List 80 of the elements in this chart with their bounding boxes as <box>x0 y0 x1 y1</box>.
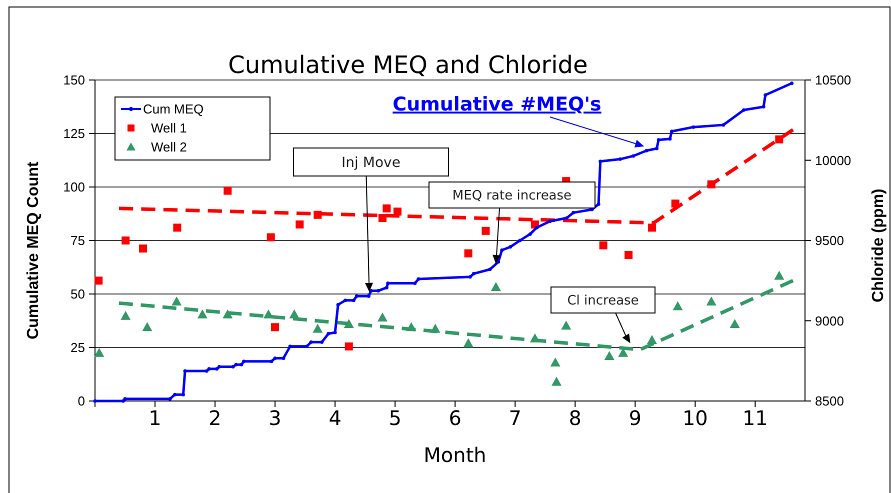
point <box>382 204 391 212</box>
point <box>378 214 386 222</box>
point <box>377 312 388 322</box>
point <box>266 233 275 242</box>
x-tick-label: 8 <box>568 406 582 430</box>
point <box>672 301 683 310</box>
point <box>222 309 233 318</box>
point <box>490 282 501 292</box>
point <box>120 310 131 320</box>
x-tick-label: 5 <box>388 406 402 430</box>
point <box>344 318 354 328</box>
x-tick-label: 4 <box>328 406 342 430</box>
y2-axis-title: Chloride (ppm) <box>870 188 887 302</box>
point <box>463 338 474 348</box>
point <box>706 296 716 306</box>
point <box>94 276 103 285</box>
point <box>142 322 152 332</box>
legend-label: Well 2 <box>151 140 187 155</box>
point <box>730 318 740 328</box>
point <box>599 241 608 250</box>
x-tick-label: 1 <box>148 406 162 430</box>
y-tick-label: 100 <box>63 180 85 195</box>
y-tick-label: 50 <box>70 286 85 302</box>
y-tick-label: 150 <box>63 72 85 88</box>
point <box>393 208 402 216</box>
annotation: MEQ rate increase <box>452 188 572 204</box>
point <box>122 236 130 244</box>
point <box>482 226 490 235</box>
x-tick-label: 9 <box>628 406 642 430</box>
point <box>707 180 716 188</box>
x-tick-label: 10 <box>682 406 708 430</box>
y-tick-label: 0 <box>78 394 85 409</box>
point <box>172 296 182 306</box>
legend-label: Well 1 <box>151 120 187 136</box>
point <box>173 224 182 232</box>
point <box>314 210 322 219</box>
x-tick-label: 3 <box>268 406 282 430</box>
x-tick-label: 7 <box>508 406 522 430</box>
point <box>552 376 562 386</box>
y-axis-title: Cumulative MEQ Count <box>25 160 42 340</box>
x-tick-label: 6 <box>448 406 462 430</box>
point <box>624 250 633 259</box>
point <box>775 135 784 144</box>
point <box>464 249 472 258</box>
y2-tick-label: 9000 <box>815 313 844 328</box>
point <box>312 324 323 333</box>
y2-tick-label: 9500 <box>815 233 844 248</box>
point <box>94 348 104 357</box>
y-tick-label: 25 <box>70 340 85 356</box>
y2-tick-label: 10000 <box>815 152 852 168</box>
annotation: Cumulative #MEQ's <box>392 94 602 116</box>
point <box>263 309 274 318</box>
y-tick-label: 125 <box>63 126 85 142</box>
point <box>344 342 353 350</box>
point <box>289 309 300 318</box>
point <box>296 220 304 228</box>
y-tick-label: 75 <box>70 233 85 248</box>
annotation: Inj Move <box>342 154 400 171</box>
y2-tick-label: 8500 <box>815 394 844 409</box>
point <box>671 200 680 208</box>
legend-label: Cum MEQ <box>143 102 204 117</box>
x-tick-label: 11 <box>742 406 768 430</box>
point <box>550 357 560 366</box>
point <box>530 333 540 342</box>
point <box>197 309 208 318</box>
point <box>271 323 280 332</box>
point <box>139 244 148 253</box>
chart-title: Cumulative MEQ and Chloride <box>228 51 588 79</box>
point <box>406 322 416 332</box>
point <box>648 224 656 232</box>
x-tick-label: 2 <box>208 406 222 430</box>
y2-tick-label: 10500 <box>815 72 852 88</box>
point <box>224 186 232 195</box>
annotation: Cl increase <box>567 294 639 309</box>
point <box>774 270 784 280</box>
x-axis-title: Month <box>424 443 486 467</box>
point <box>604 351 614 360</box>
point <box>561 320 572 330</box>
point <box>430 324 440 333</box>
point <box>646 335 657 344</box>
